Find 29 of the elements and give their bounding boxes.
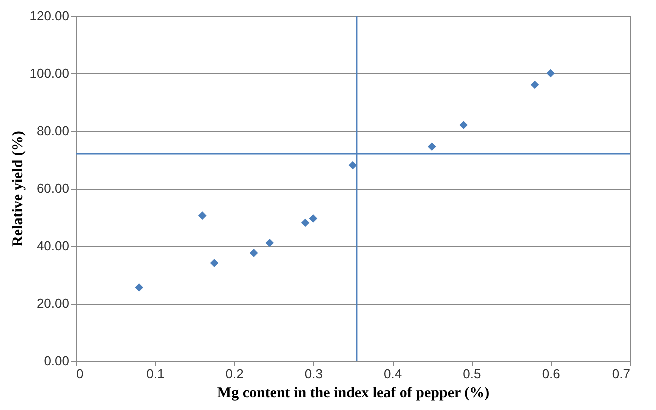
point	[250, 249, 258, 258]
point	[546, 69, 556, 78]
point	[460, 121, 468, 130]
point	[530, 80, 540, 90]
y-tick-label: 80.00	[36, 124, 70, 138]
y-tick-label: 0.00	[44, 354, 70, 368]
y-tick-label: 60.00	[36, 181, 70, 196]
x-tick-label: 0	[76, 366, 84, 382]
y-axis-title: Relative yield (%)	[10, 131, 27, 247]
x-tick-label: 0.5	[463, 366, 482, 382]
point	[266, 238, 274, 248]
x-tick-label: 0.1	[146, 366, 165, 382]
x-tick-label: 0.3	[304, 366, 323, 382]
point	[301, 218, 310, 228]
point	[135, 284, 144, 292]
x-axis-title: Mg content in the index leaf of pepper (%)	[217, 386, 490, 402]
y-tick-label: 120.00	[30, 8, 70, 24]
point	[348, 161, 358, 170]
point	[198, 212, 207, 220]
y-tick-label: 20.00	[36, 296, 70, 311]
y-tick-label: 40.00	[36, 238, 70, 254]
point	[428, 142, 436, 151]
point	[210, 259, 219, 268]
y-tick-label: 100.00	[30, 66, 70, 81]
x-tick-label: 0.4	[384, 366, 402, 382]
x-tick-label: 0.7	[612, 366, 630, 382]
x-tick-label: 0.6	[542, 366, 560, 382]
x-tick-label: 0.2	[226, 366, 244, 382]
point	[309, 214, 318, 223]
